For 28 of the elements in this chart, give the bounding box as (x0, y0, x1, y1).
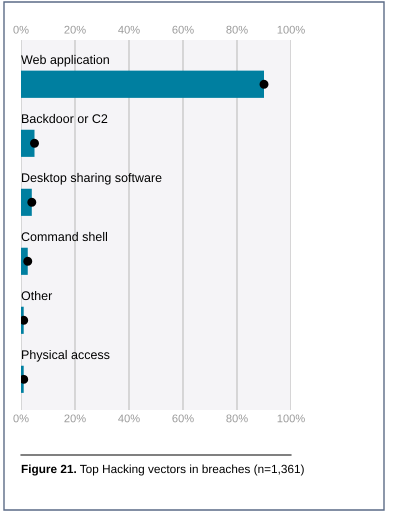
x2-tick-label: 0% (13, 414, 29, 422)
y-tick-label: Desktop sharing software (22, 172, 162, 185)
x2-tick-label: 100% (278, 414, 305, 422)
point (21, 316, 28, 325)
x-tick-label: 0% (13, 26, 29, 34)
x-tick-label: 20% (64, 26, 86, 34)
x-tick-label: 60% (172, 26, 194, 34)
x2-tick-label: 20% (64, 414, 86, 422)
bar (21, 130, 34, 157)
bar (21, 70, 264, 98)
text: Top Hacking vectors in breaches (n=1,361) (80, 464, 304, 476)
x-tick-label: 100% (278, 26, 305, 34)
y-tick-label: Other (22, 290, 52, 300)
point (27, 198, 36, 207)
x2-tick-label: 80% (226, 414, 248, 422)
y-tick-label: Physical access (22, 350, 110, 362)
y-tick-label: Command shell (22, 232, 108, 242)
point (23, 256, 32, 266)
point (30, 138, 39, 148)
text: Figure 21. (22, 464, 76, 476)
x2-tick-label: 40% (118, 414, 140, 422)
point (21, 374, 28, 384)
x2-tick-label: 60% (172, 414, 194, 422)
point (260, 80, 268, 89)
y-tick-label: Web application (21, 54, 109, 67)
y-tick-label: Backdoor or C2 (22, 114, 108, 124)
x-tick-label: 80% (226, 26, 248, 34)
x-tick-label: 40% (118, 26, 140, 34)
